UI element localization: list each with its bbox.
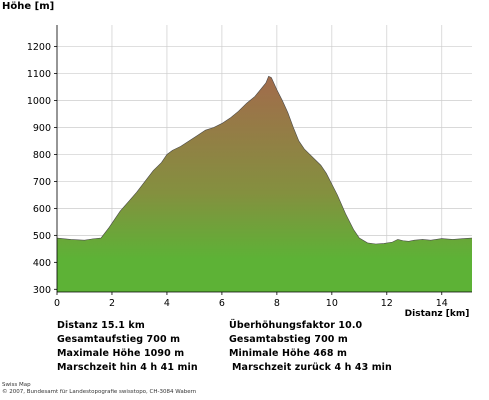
stat-marschzeit-hin: Marschzeit hin 4 h 41 min xyxy=(57,362,198,373)
credit-swiss-map: Swiss Map xyxy=(2,382,31,388)
y-tick-label: 500 xyxy=(33,231,51,242)
elevation-area xyxy=(57,76,472,293)
elevation-profile-chart: 300 400 500 600 700 800 900 1000 1100 1200 0 2 4 6 8 10… xyxy=(27,25,473,319)
x-tick-label: 0 xyxy=(54,298,60,309)
y-axis-label: Höhe [m] xyxy=(2,1,55,12)
y-tick-label: 1000 xyxy=(27,96,51,107)
x-tick-label: 10 xyxy=(326,298,338,309)
y-tick-label: 300 xyxy=(33,285,51,296)
y-tick-label: 600 xyxy=(33,204,51,215)
y-tick-label: 900 xyxy=(33,123,51,134)
x-axis-label: Distanz [km] xyxy=(405,309,470,319)
x-tick-label: 12 xyxy=(381,298,393,309)
credit-swisstopo: © 2007, Bundesamt für Landestopografie s… xyxy=(2,389,197,395)
axis-layer: 300 400 500 600 700 800 900 1000 1100 1200 0 2 4 6 8 10… xyxy=(27,25,472,309)
y-tick-label: 700 xyxy=(33,177,51,188)
x-tick-label: 8 xyxy=(274,298,280,309)
stat-maximale-hoehe: Maximale Höhe 1090 m xyxy=(57,348,185,359)
elevation-outline xyxy=(56,75,473,245)
x-tick-label: 2 xyxy=(109,298,115,309)
y-tick-label: 800 xyxy=(33,150,51,161)
x-tick-label: 6 xyxy=(219,298,225,309)
stat-minimale-hoehe: Minimale Höhe 468 m xyxy=(229,348,347,359)
y-tick-label: 400 xyxy=(33,258,51,269)
y-tick-label: 1100 xyxy=(27,69,51,80)
y-tick-label: 1200 xyxy=(27,42,51,53)
stat-distanz: Distanz 15.1 km xyxy=(57,320,145,331)
stat-gesamtabstieg: Gesamtabstieg 700 m xyxy=(229,334,348,345)
stat-gesamtaufstieg: Gesamtaufstieg 700 m xyxy=(57,334,181,345)
x-tick-label: 4 xyxy=(164,298,170,309)
stat-ueberhoehung: Überhöhungsfaktor 10.0 xyxy=(229,320,363,331)
stat-marschzeit-zurueck: Marschzeit zurück 4 h 43 min xyxy=(232,362,392,373)
x-tick-label: 14 xyxy=(436,298,448,309)
